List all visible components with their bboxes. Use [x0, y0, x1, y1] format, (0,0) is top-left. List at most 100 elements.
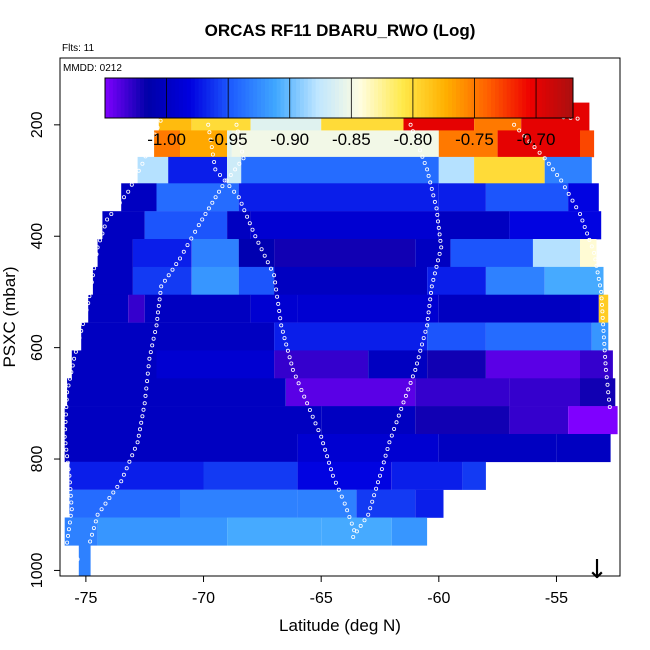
track-point — [62, 434, 67, 439]
heatmap-cell — [509, 378, 580, 407]
colorbar-swatch — [132, 78, 137, 118]
heatmap-cell — [568, 183, 599, 212]
track-point — [247, 221, 252, 226]
track-point — [434, 264, 439, 269]
track-point — [601, 322, 606, 327]
track-point — [136, 433, 141, 438]
track-point — [88, 539, 93, 544]
track-point — [419, 342, 424, 347]
colorbar-swatch — [331, 78, 336, 118]
colorbar-tick-label: -0.95 — [209, 130, 248, 149]
heatmap-cell — [137, 156, 169, 184]
track-point — [90, 532, 95, 537]
track-point — [234, 122, 239, 127]
colorbar-swatch — [284, 78, 289, 118]
heatmap-cell — [415, 489, 444, 518]
track-point — [287, 355, 292, 360]
y-tick-label: 600 — [29, 334, 46, 361]
track-point — [336, 487, 341, 492]
track-point — [147, 356, 152, 361]
track-point — [383, 453, 388, 458]
colorbar-swatch — [261, 78, 266, 118]
colorbar-swatch — [241, 78, 246, 118]
colorbar-swatch — [272, 78, 277, 118]
colorbar-swatch — [432, 78, 437, 118]
track-point — [132, 446, 137, 451]
heatmap-cell — [356, 489, 416, 518]
heatmap-cell — [485, 322, 592, 351]
colorbar-swatch — [151, 78, 157, 118]
heatmap-cell — [297, 434, 439, 463]
track-point — [193, 229, 198, 234]
colorbar-swatch — [545, 78, 550, 118]
colorbar-swatch — [268, 78, 274, 118]
track-point — [313, 421, 318, 426]
track-point — [206, 122, 211, 127]
heatmap-cell — [427, 350, 486, 379]
track-point — [439, 245, 444, 250]
track-point — [406, 387, 411, 392]
heatmap-cell — [438, 183, 486, 212]
colorbar-swatch — [393, 78, 398, 118]
track-point — [94, 252, 99, 257]
chart-title: ORCAS RF11 DBARU_RWO (Log) — [205, 21, 476, 40]
colorbar-swatch — [436, 78, 441, 118]
track-point — [92, 266, 97, 271]
track-point — [91, 526, 96, 531]
track-point — [434, 206, 439, 211]
track-point — [435, 219, 440, 224]
colorbar-swatch — [452, 78, 457, 118]
colorbar-swatch — [483, 78, 488, 118]
track-point — [67, 480, 72, 485]
track-point — [599, 296, 604, 301]
track-point — [250, 227, 255, 232]
track-point — [589, 244, 594, 249]
track-point — [256, 240, 261, 245]
track-point — [432, 271, 437, 276]
track-point — [150, 343, 155, 348]
colorbar-swatch — [327, 78, 332, 118]
track-point — [155, 125, 160, 130]
colorbar-swatch — [502, 78, 508, 118]
heatmap-cell — [156, 183, 239, 212]
heatmap-cell — [250, 294, 298, 323]
y-axis: 200 400 600 800 1000 — [29, 111, 60, 588]
track-point — [601, 335, 606, 340]
track-point — [64, 404, 69, 409]
track-point — [64, 397, 69, 402]
colorbar-swatch — [510, 78, 515, 118]
heatmap-cell — [168, 156, 227, 184]
heatmap-cell — [64, 517, 98, 546]
colorbar-swatch — [440, 78, 445, 118]
track-point — [345, 508, 350, 513]
track-point — [596, 276, 601, 281]
track-point — [126, 189, 131, 194]
colorbar-swatch — [257, 78, 262, 118]
track-point — [141, 407, 146, 412]
heatmap-cell — [568, 406, 618, 435]
colorbar-swatch — [136, 78, 141, 118]
track-point — [278, 316, 283, 321]
heatmap-cell — [81, 322, 157, 351]
track-point — [174, 262, 179, 267]
track-point — [408, 380, 413, 385]
track-point — [210, 152, 215, 157]
track-point — [196, 223, 201, 228]
colorbar-swatch — [424, 78, 430, 118]
colorbar-tick-label: -0.90 — [270, 130, 309, 149]
track-point — [279, 323, 284, 328]
track-point — [428, 297, 433, 302]
colorbar: -1.00 -0.95 -0.90 -0.85 -0.80 -0.75 -0.70 — [104, 77, 574, 149]
colorbar-swatch — [264, 78, 270, 118]
track-point — [416, 355, 421, 360]
track-point — [140, 414, 145, 419]
colorbar-tick-label: -0.80 — [394, 130, 433, 149]
track-point — [149, 139, 154, 144]
track-point — [68, 513, 73, 518]
track-point — [605, 382, 610, 387]
track-point — [107, 495, 112, 500]
colorbar-swatch — [229, 78, 235, 118]
colorbar-swatch — [401, 78, 406, 118]
colorbar-swatch — [495, 78, 500, 118]
track-point — [425, 316, 430, 321]
